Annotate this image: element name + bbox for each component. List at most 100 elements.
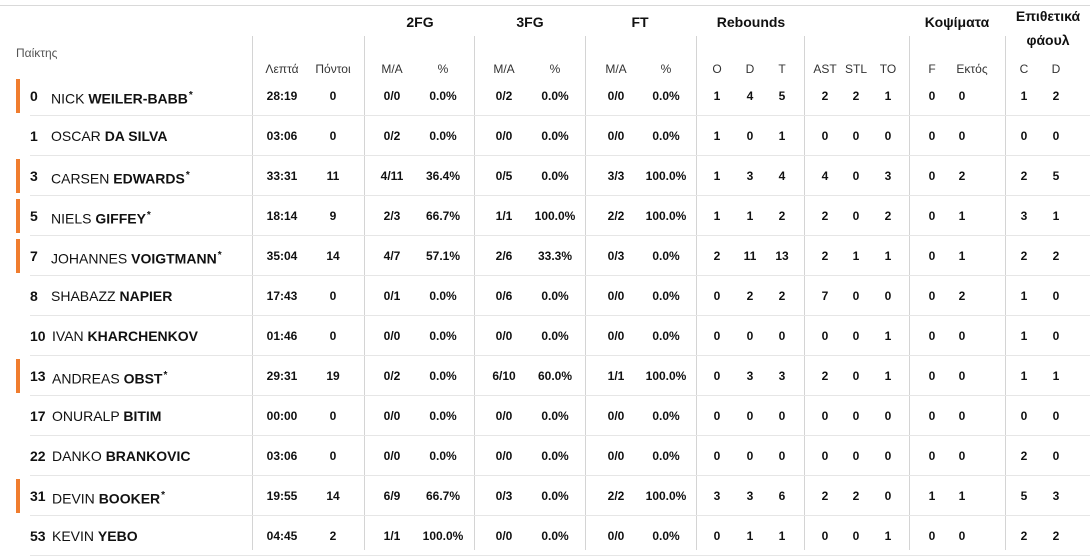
cell-offensive-rebounds: 0: [713, 409, 721, 423]
player-first-name: ONURALP: [52, 408, 120, 424]
row-divider: [30, 155, 1090, 156]
cell-points: 14: [326, 489, 340, 503]
cell-2fg-made-attempted: 2/3: [383, 209, 401, 223]
cell-3fg-made-attempted: 0/0: [495, 409, 513, 423]
cell-3fg-pct: 0.0%: [541, 449, 569, 463]
cell-ft-pct: 100.0%: [645, 169, 687, 183]
cell-fouls-committed: 1: [1020, 289, 1028, 303]
cell-2fg-made-attempted: 0/2: [383, 369, 401, 383]
cell-turnovers: 1: [884, 329, 892, 343]
player-name[interactable]: DANKO BRANKOVIC: [52, 436, 190, 476]
cell-fouls-committed: 2: [1020, 529, 1028, 543]
cell-assists: 2: [821, 89, 829, 103]
jersey-number: 17: [30, 408, 46, 424]
cell-total-rebounds: 0: [778, 409, 786, 423]
cell-assists: 2: [821, 209, 829, 223]
column-divider: [909, 36, 910, 550]
row-divider: [30, 515, 1090, 516]
cell-steals: 0: [852, 209, 860, 223]
cell-fouls-committed: 1: [1020, 369, 1028, 383]
player-first-name: OSCAR: [51, 128, 101, 144]
cell-points: 0: [329, 129, 337, 143]
cell-turnovers: 0: [884, 129, 892, 143]
cell-defensive-rebounds: 2: [746, 289, 754, 303]
player-name[interactable]: NICK WEILER-BABB*: [51, 76, 193, 119]
player-name[interactable]: KEVIN YEBO: [52, 516, 138, 556]
header-points: Πόντοι: [315, 62, 351, 76]
cell-fouls-drawn: 2: [1052, 529, 1060, 543]
header-3fg-made-attempted: M/A: [493, 62, 515, 76]
table-row: 7 JOHANNES VOIGTMANN* 35:04 14 4/7 57.1% 2/6 33…: [0, 236, 1090, 276]
row-divider: [30, 315, 1090, 316]
cell-ft-pct: 0.0%: [652, 449, 680, 463]
cell-blocks-for: 0: [928, 169, 936, 183]
jersey-number: 13: [30, 368, 46, 384]
cell-assists: 2: [821, 489, 829, 503]
cell-minutes: 28:19: [266, 89, 298, 103]
row-divider: [30, 275, 1090, 276]
cell-ft-made-attempted: 0/0: [607, 449, 625, 463]
cell-turnovers: 1: [884, 249, 892, 263]
starter-marker: [16, 159, 20, 193]
starter-marker: [16, 479, 20, 513]
player-name[interactable]: DEVIN BOOKER*: [52, 476, 165, 519]
player-name[interactable]: ONURALP BITIM: [52, 396, 161, 436]
starter-asterisk: *: [185, 170, 190, 181]
group-2fg: 2FG: [406, 14, 434, 30]
cell-2fg-pct: 57.1%: [425, 249, 461, 263]
cell-fouls-committed: 2: [1020, 169, 1028, 183]
group-offensive-fouls: Επιθετικά φάουλ: [1015, 8, 1081, 48]
cell-offensive-rebounds: 1: [713, 129, 721, 143]
player-name[interactable]: CARSEN EDWARDS*: [51, 156, 190, 199]
table-row: 31 DEVIN BOOKER* 19:55 14 6/9 66.7% 0/3 0.0% 2/2…: [0, 476, 1090, 516]
cell-fouls-committed: 1: [1020, 89, 1028, 103]
jersey-number: 3: [30, 168, 38, 184]
player-name[interactable]: IVAN KHARCHENKOV: [52, 316, 198, 356]
player-name[interactable]: NIELS GIFFEY*: [51, 196, 151, 239]
cell-ft-made-attempted: 0/0: [607, 129, 625, 143]
cell-ft-pct: 0.0%: [652, 129, 680, 143]
cell-2fg-pct: 0.0%: [429, 129, 457, 143]
cell-defensive-rebounds: 3: [746, 489, 754, 503]
jersey-number: 10: [30, 328, 46, 344]
cell-2fg-made-attempted: 0/1: [383, 289, 401, 303]
cell-defensive-rebounds: 3: [746, 169, 754, 183]
cell-2fg-pct: 0.0%: [429, 449, 457, 463]
cell-2fg-made-attempted: 0/0: [383, 409, 401, 423]
cell-ft-pct: 0.0%: [652, 249, 680, 263]
cell-minutes: 18:14: [266, 209, 298, 223]
cell-turnovers: 0: [884, 489, 892, 503]
cell-offensive-rebounds: 2: [713, 249, 721, 263]
cell-3fg-made-attempted: 6/10: [492, 369, 516, 383]
row-divider: [30, 475, 1090, 476]
player-name[interactable]: OSCAR DA SILVA: [51, 116, 167, 156]
cell-fouls-committed: 5: [1020, 489, 1028, 503]
player-last-name: BRANKOVIC: [105, 448, 191, 464]
player-last-name: VOIGTMANN: [131, 250, 217, 267]
cell-fouls-committed: 3: [1020, 209, 1028, 223]
player-name[interactable]: SHABAZZ NAPIER: [51, 276, 172, 316]
table-row: 1 OSCAR DA SILVA 03:06 0 0/2 0.0% 0/0 0.0% 0/0 0.…: [0, 116, 1090, 156]
cell-total-rebounds: 1: [778, 529, 786, 543]
cell-offensive-rebounds: 3: [713, 489, 721, 503]
column-divider: [585, 36, 586, 550]
player-last-name: KHARCHENKOV: [87, 328, 198, 344]
table-row: 8 SHABAZZ NAPIER 17:43 0 0/1 0.0% 0/6 0.0% 0/0 0.…: [0, 276, 1090, 316]
cell-ft-made-attempted: 0/0: [607, 289, 625, 303]
cell-assists: 7: [821, 289, 829, 303]
cell-steals: 0: [852, 329, 860, 343]
cell-ft-pct: 0.0%: [652, 409, 680, 423]
header-2fg-pct: %: [437, 62, 449, 76]
cell-3fg-pct: 0.0%: [541, 489, 569, 503]
column-divider: [474, 36, 475, 550]
cell-defensive-rebounds: 4: [746, 89, 754, 103]
player-name[interactable]: JOHANNES VOIGTMANN*: [51, 236, 222, 279]
cell-blocks-against: 0: [958, 89, 966, 103]
player-name[interactable]: ANDREAS OBST*: [52, 356, 167, 399]
cell-fouls-drawn: 3: [1052, 489, 1060, 503]
header-offensive-rebounds: O: [712, 62, 722, 76]
jersey-number: 53: [30, 528, 46, 544]
cell-3fg-made-attempted: 0/0: [495, 129, 513, 143]
column-divider: [1005, 36, 1006, 550]
column-divider: [364, 36, 365, 550]
